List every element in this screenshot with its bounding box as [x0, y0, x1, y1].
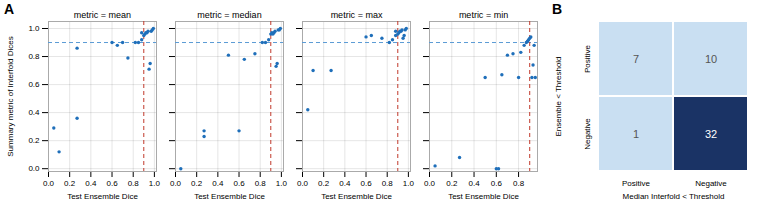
- svg-text:0.6: 0.6: [233, 179, 245, 188]
- svg-text:0.8: 0.8: [28, 52, 40, 61]
- svg-text:0.2: 0.2: [28, 136, 40, 145]
- svg-text:metric = mean: metric = mean: [74, 10, 131, 20]
- svg-text:0.2: 0.2: [318, 179, 330, 188]
- svg-text:1.0: 1.0: [28, 24, 40, 33]
- svg-text:Median Interfold < Threshold: Median Interfold < Threshold: [623, 192, 725, 201]
- svg-text:0.6: 0.6: [491, 179, 503, 188]
- svg-text:Positive: Positive: [583, 44, 592, 73]
- svg-text:Summary metric of Interfold Di: Summary metric of Interfold Dices: [6, 36, 15, 156]
- svg-text:1.0: 1.0: [276, 179, 288, 188]
- svg-text:0.4: 0.4: [85, 179, 97, 188]
- svg-text:0.2: 0.2: [191, 179, 203, 188]
- svg-text:0.8: 0.8: [128, 179, 140, 188]
- svg-text:0.4: 0.4: [212, 179, 224, 188]
- svg-text:0.4: 0.4: [339, 179, 351, 188]
- svg-text:0.0: 0.0: [43, 179, 55, 188]
- html-text:B: B: [552, 1, 563, 17]
- svg-text:0.6: 0.6: [360, 179, 372, 188]
- svg-text:metric = median: metric = median: [197, 10, 261, 20]
- svg-text:metric = min: metric = min: [459, 10, 508, 20]
- svg-text:Ensemble < Threshold: Ensemble < Threshold: [554, 56, 563, 136]
- svg-text:0.0: 0.0: [297, 179, 309, 188]
- svg-text:metric = max: metric = max: [331, 10, 383, 20]
- svg-text:Negative: Negative: [695, 179, 727, 188]
- svg-text:0.4: 0.4: [28, 108, 40, 117]
- svg-text:0.8: 0.8: [382, 179, 394, 188]
- svg-text:0.2: 0.2: [446, 179, 458, 188]
- html-text:A: A: [4, 1, 15, 17]
- svg-text:Positive: Positive: [622, 179, 651, 188]
- svg-text:7: 7: [633, 53, 639, 65]
- svg-text:0.8: 0.8: [513, 179, 525, 188]
- svg-text:0.6: 0.6: [28, 80, 40, 89]
- svg-text:0.0: 0.0: [28, 164, 40, 173]
- svg-text:Test Ensemble Dice: Test Ensemble Dice: [67, 192, 138, 201]
- svg-text:Test Ensemble Dice: Test Ensemble Dice: [321, 192, 392, 201]
- svg-text:1: 1: [633, 128, 639, 140]
- svg-text:1.0: 1.0: [149, 179, 161, 188]
- svg-text:0.6: 0.6: [106, 179, 118, 188]
- svg-text:10: 10: [705, 53, 717, 65]
- svg-text:Negative: Negative: [583, 118, 592, 150]
- svg-text:1.0: 1.0: [403, 179, 415, 188]
- svg-text:32: 32: [705, 128, 717, 140]
- svg-text:0.2: 0.2: [64, 179, 76, 188]
- svg-text:0.8: 0.8: [255, 179, 267, 188]
- svg-text:0.0: 0.0: [170, 179, 182, 188]
- svg-text:Test Ensemble Dice: Test Ensemble Dice: [194, 192, 265, 201]
- svg-text:0.4: 0.4: [468, 179, 480, 188]
- svg-text:Test Ensemble Dice: Test Ensemble Dice: [448, 192, 519, 201]
- svg-text:0.0: 0.0: [424, 179, 436, 188]
